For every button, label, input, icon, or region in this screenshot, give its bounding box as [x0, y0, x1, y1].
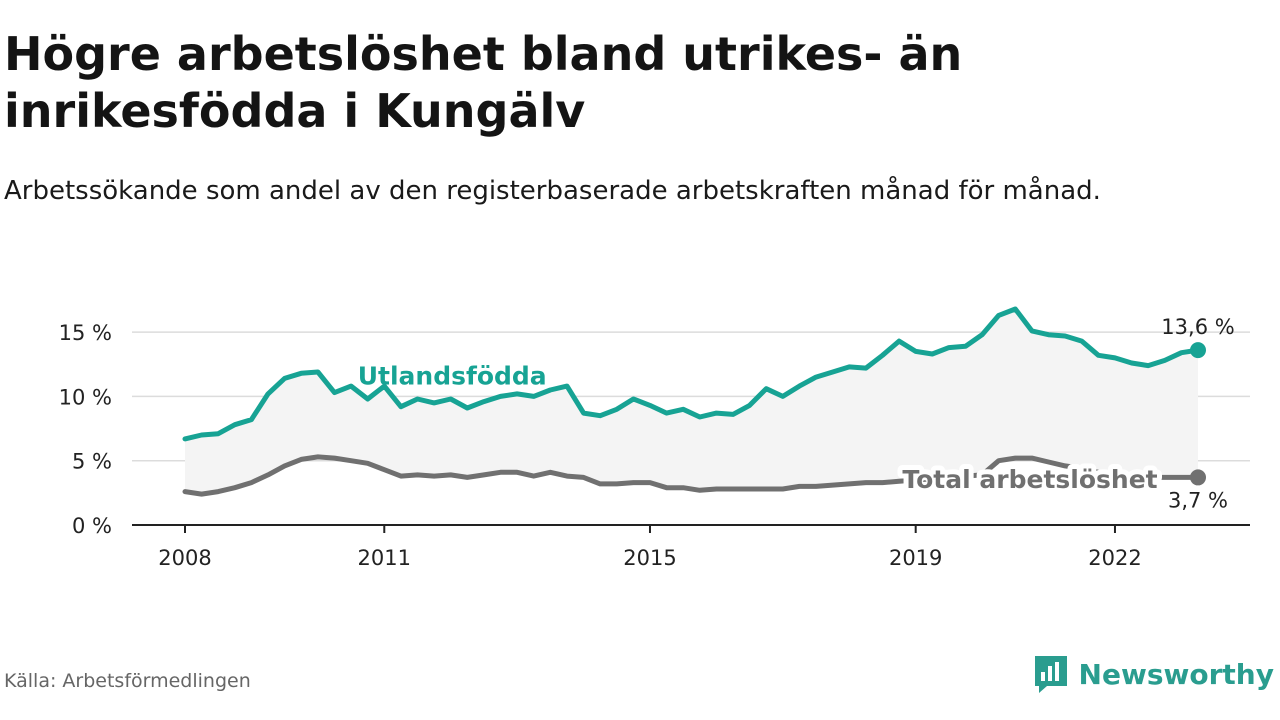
x-tick-label: 2015: [623, 546, 676, 570]
x-tick-label: 2011: [358, 546, 411, 570]
end-value-total: 3,7 %: [1168, 488, 1228, 512]
newsworthy-logo-icon: [1033, 654, 1069, 694]
x-tick-label: 2022: [1088, 546, 1141, 570]
series-label-utlandsfodda: Utlandsfödda: [358, 361, 547, 390]
brand-logo[interactable]: Newsworthy: [1033, 652, 1274, 696]
x-tick-label: 2008: [158, 546, 211, 570]
source-note: Källa: Arbetsförmedlingen: [4, 670, 251, 692]
end-point-total: [1190, 469, 1206, 485]
y-axis-labels: 0 % 5 % 10 % 15 %: [59, 321, 112, 538]
line-chart: 0 % 5 % 10 % 15 % 2008 2011 2015 2019 2022 Utla…: [0, 0, 1280, 600]
end-value-utlandsfodda: 13,6 %: [1161, 315, 1234, 339]
end-point-utlandsfodda: [1190, 342, 1206, 358]
y-tick-label: 5 %: [72, 450, 112, 474]
y-tick-label: 0 %: [72, 514, 112, 538]
y-tick-label: 10 %: [59, 385, 112, 409]
y-tick-label: 15 %: [59, 321, 112, 345]
x-tick-label: 2019: [889, 546, 942, 570]
brand-name: Newsworthy: [1079, 658, 1274, 691]
series-label-total: Total arbetslöshet: [902, 465, 1157, 494]
x-axis-ticks: 2008 2011 2015 2019 2022: [158, 525, 1141, 570]
